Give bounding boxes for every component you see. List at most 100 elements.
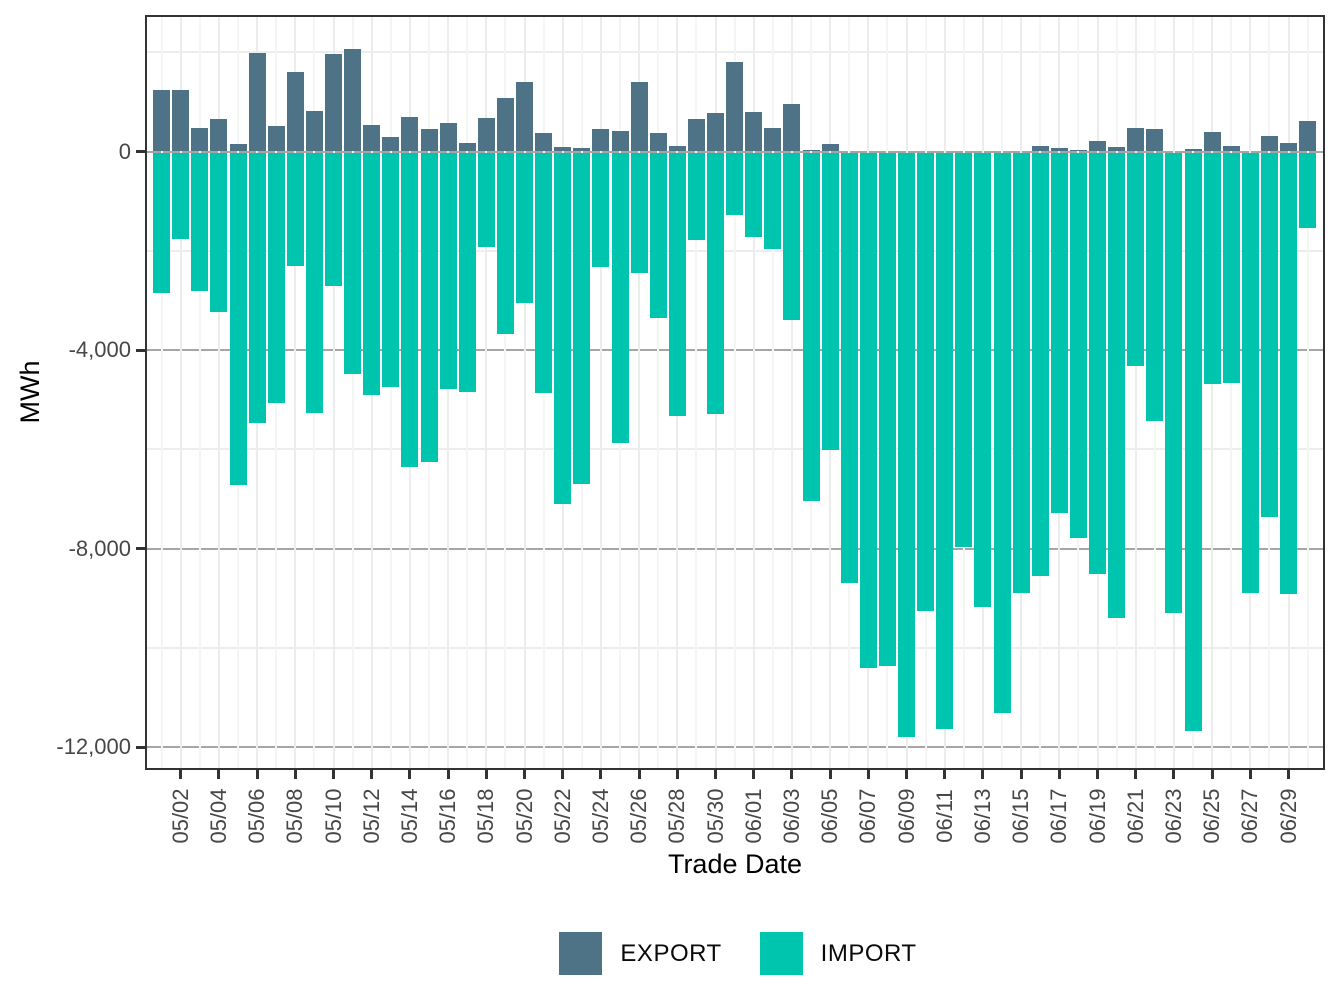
import-bar (1069, 152, 1087, 539)
import-bar (1299, 152, 1317, 229)
import-bar (191, 152, 209, 291)
import-bar (267, 152, 285, 404)
x-tick-mark (1019, 770, 1023, 779)
import-bar (153, 152, 171, 293)
import-bar (687, 152, 705, 241)
export-bar (668, 145, 686, 152)
import-bar (668, 152, 686, 416)
import-bar (325, 152, 342, 286)
gridline-vertical (771, 15, 774, 770)
import-bar (477, 152, 495, 247)
import-bar (1222, 152, 1240, 383)
x-tick-mark (1057, 770, 1061, 779)
y-tick-label: -8,000 (68, 535, 131, 561)
import-bar (764, 152, 782, 250)
x-tick-mark (1172, 770, 1176, 779)
export-bar (1203, 131, 1221, 152)
x-tick-mark (561, 770, 565, 779)
x-tick-label: 05/30 (702, 788, 728, 844)
import-bar (745, 152, 763, 238)
import-bar (363, 152, 381, 395)
x-tick-label: 06/13 (969, 788, 995, 844)
import-bar (1184, 152, 1202, 731)
x-tick-mark (370, 770, 374, 779)
gridline-vertical (657, 15, 660, 770)
import-bar (248, 152, 266, 423)
x-tick-mark (1210, 770, 1214, 779)
import-bar (1127, 152, 1145, 366)
x-tick-mark (523, 770, 526, 779)
gridline-vertical (198, 15, 201, 770)
x-tick-mark (408, 770, 412, 779)
x-tick-label: 05/08 (282, 788, 308, 844)
gridline-vertical (638, 15, 641, 770)
export-bar (783, 104, 801, 152)
import-bar (649, 152, 667, 319)
x-tick-label: 05/14 (396, 788, 422, 844)
x-tick-mark (446, 770, 450, 779)
export-bar (687, 119, 705, 152)
x-tick-label: 06/15 (1008, 788, 1034, 844)
export-bar (1184, 149, 1202, 152)
import-bar (229, 152, 247, 485)
x-tick-mark (866, 770, 870, 779)
import-bar (611, 152, 629, 444)
gridline-vertical (504, 15, 507, 770)
x-tick-label: 05/22 (549, 788, 575, 844)
import-bar (1203, 152, 1221, 385)
gridline-vertical (695, 15, 698, 770)
export-bar (325, 54, 342, 152)
export-bar (496, 98, 514, 152)
y-tick-mark (136, 348, 145, 352)
import-bar (840, 152, 858, 583)
gridline-vertical (447, 15, 450, 770)
x-tick-label: 06/17 (1046, 788, 1072, 844)
y-tick-label: 0 (118, 138, 131, 164)
export-bar (1089, 141, 1106, 152)
export-bar (305, 110, 323, 152)
y-tick-mark (136, 745, 145, 749)
x-tick-mark (1248, 770, 1252, 779)
x-tick-label: 05/02 (167, 788, 193, 844)
import-bar (344, 152, 362, 375)
y-tick-label: -12,000 (56, 734, 131, 759)
x-tick-label: 06/23 (1160, 788, 1186, 844)
x-axis-title: Trade Date (667, 849, 803, 879)
import-bar (859, 152, 877, 668)
export-bar (516, 81, 533, 152)
export-bar (707, 113, 724, 152)
export-bar (554, 147, 572, 152)
x-tick-label: 06/25 (1199, 788, 1225, 844)
import-bar (878, 152, 896, 666)
export-bar (210, 118, 228, 152)
gridline-vertical (466, 15, 469, 770)
x-tick-label: 05/16 (435, 788, 461, 844)
export-bar (764, 128, 782, 152)
gridline-vertical (351, 15, 354, 770)
export-bar (1050, 148, 1068, 152)
import-bar (439, 152, 457, 390)
import-bar (420, 152, 438, 462)
x-tick-label: 06/11 (931, 789, 957, 843)
export-swatch (559, 932, 603, 975)
import-bar (286, 152, 304, 266)
y-tick-mark (136, 547, 145, 550)
import-bar (1260, 152, 1278, 518)
import-bar (1241, 152, 1259, 594)
import-bar (496, 152, 514, 335)
x-tick-label: 06/27 (1237, 788, 1263, 844)
gridline-vertical (160, 15, 163, 770)
export-bar (535, 133, 553, 152)
import-bar (974, 152, 992, 608)
x-tick-mark (179, 770, 183, 779)
x-tick-label: 06/09 (893, 788, 919, 844)
x-tick-label: 05/24 (587, 788, 613, 844)
export-bar (477, 117, 495, 152)
import-bar (821, 152, 839, 450)
x-tick-label: 05/20 (511, 788, 537, 844)
import-bar (1089, 152, 1106, 575)
gridline-vertical (790, 15, 793, 770)
import-bar (458, 152, 476, 392)
x-tick-label: 05/04 (205, 788, 231, 844)
